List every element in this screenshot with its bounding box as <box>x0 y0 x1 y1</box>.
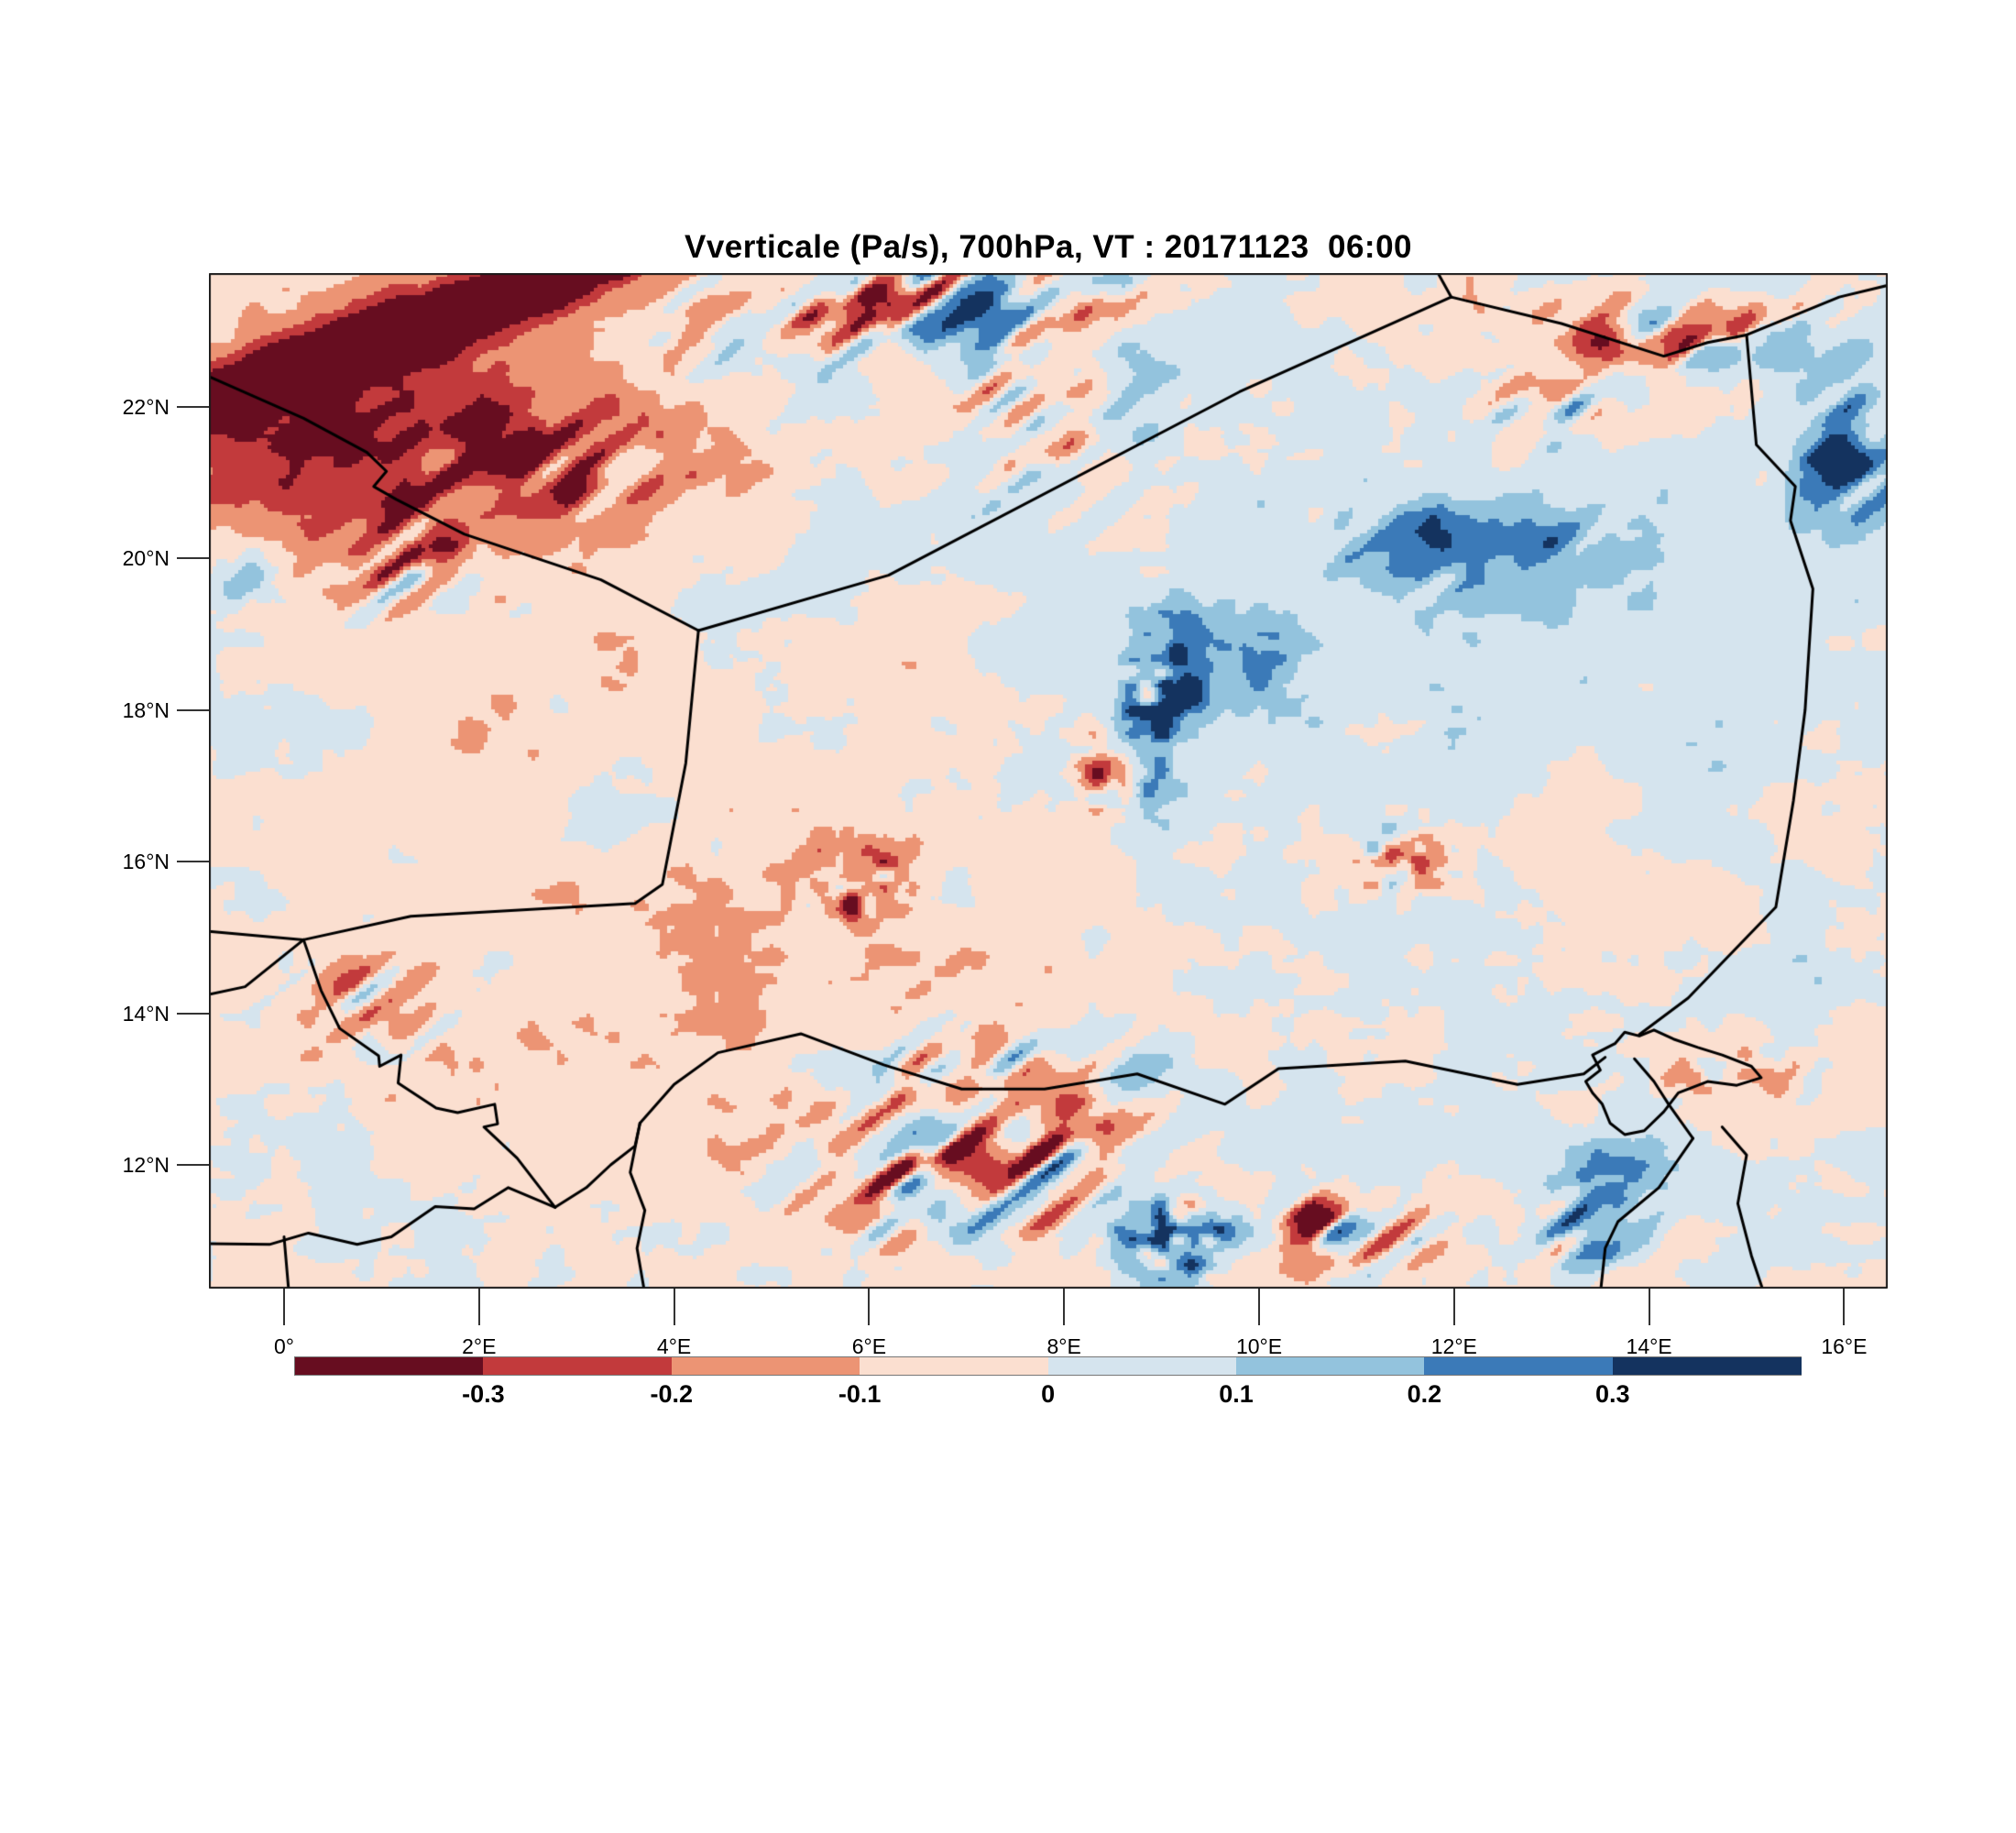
x-tick-label: 2°E <box>462 1334 497 1358</box>
y-tick <box>177 406 209 408</box>
y-tick-label: 12°N <box>122 1153 170 1177</box>
x-tick-label: 14°E <box>1626 1334 1672 1358</box>
x-tick-label: 10°E <box>1235 1334 1283 1358</box>
colorbar-segment <box>1424 1357 1614 1375</box>
x-tick-label: 8°E <box>1046 1334 1081 1358</box>
colorbar-segment <box>295 1357 484 1375</box>
x-tick-label: 4°E <box>656 1334 692 1358</box>
colorbar-label: 0.1 <box>1219 1380 1254 1408</box>
colorbar-label: -0.3 <box>462 1380 505 1408</box>
colorbar-segment <box>1236 1357 1425 1375</box>
x-tick <box>477 1289 480 1325</box>
x-tick <box>1258 1289 1260 1325</box>
y-tick <box>177 708 209 711</box>
x-tick-label: 0° <box>274 1334 294 1358</box>
colorbar-segment <box>671 1357 860 1375</box>
colorbar-segment <box>860 1357 1049 1375</box>
y-tick-label: 20°N <box>122 546 170 571</box>
colorbar-label: -0.2 <box>650 1380 694 1408</box>
x-tick <box>1063 1289 1066 1325</box>
x-tick-label: 6°E <box>851 1334 887 1358</box>
x-tick <box>1452 1289 1455 1325</box>
x-tick <box>1843 1289 1846 1325</box>
plot-title: Vverticale (Pa/s), 700hPa, VT : 20171123… <box>685 229 1412 265</box>
colorbar-segment <box>1047 1357 1237 1375</box>
x-tick-label: 12°E <box>1430 1334 1477 1358</box>
y-tick-label: 14°N <box>122 1001 170 1026</box>
colorbar-label: 0 <box>1041 1380 1056 1408</box>
colorbar-label: 0.2 <box>1407 1380 1442 1408</box>
y-tick <box>177 861 209 863</box>
y-tick-label: 16°N <box>122 850 170 874</box>
colorbar-label: 0.3 <box>1595 1380 1630 1408</box>
y-tick <box>177 557 209 560</box>
colorbar-label: -0.1 <box>838 1380 882 1408</box>
colorbar-segment <box>1612 1357 1802 1375</box>
y-tick-label: 22°N <box>122 395 170 419</box>
x-tick <box>283 1289 285 1325</box>
colorbar-segment <box>483 1357 673 1375</box>
contour-field-canvas <box>209 273 1888 1289</box>
x-tick <box>1648 1289 1650 1325</box>
y-tick <box>177 1012 209 1015</box>
y-tick-label: 18°N <box>122 697 170 722</box>
y-tick <box>177 1164 209 1166</box>
x-tick <box>868 1289 871 1325</box>
x-tick-label: 16°E <box>1821 1334 1868 1358</box>
x-tick <box>673 1289 675 1325</box>
colorbar-bar <box>294 1356 1802 1376</box>
